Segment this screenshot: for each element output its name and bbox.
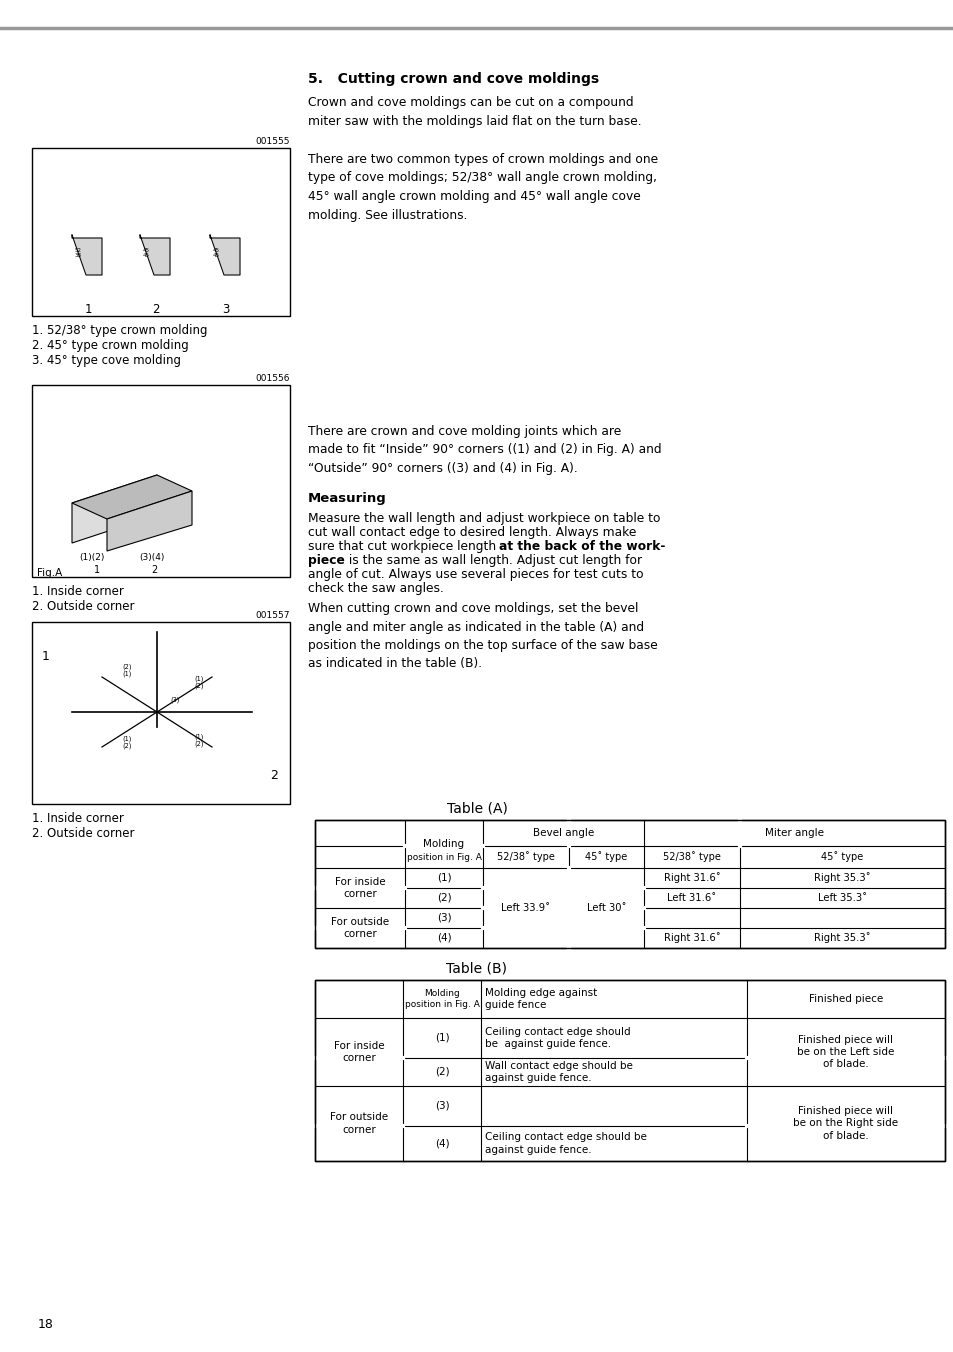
- Text: 2: 2: [152, 303, 159, 316]
- Text: 1. Inside corner: 1. Inside corner: [32, 585, 124, 598]
- Text: 5.   Cutting crown and cove moldings: 5. Cutting crown and cove moldings: [308, 72, 598, 87]
- Text: 1. 52/38° type crown molding: 1. 52/38° type crown molding: [32, 324, 208, 337]
- Text: Finished piece: Finished piece: [808, 994, 882, 1005]
- Polygon shape: [71, 475, 192, 519]
- Text: 3: 3: [222, 303, 230, 316]
- Text: angle of cut. Always use several pieces for test cuts to: angle of cut. Always use several pieces …: [308, 568, 643, 581]
- Text: Right 35.3˚: Right 35.3˚: [813, 872, 870, 883]
- Text: 001557: 001557: [255, 611, 290, 621]
- Text: Left 30˚: Left 30˚: [586, 903, 625, 913]
- Text: (3): (3): [435, 1101, 449, 1111]
- Text: There are crown and cove molding joints which are
made to fit “Inside” 90° corne: There are crown and cove molding joints …: [308, 425, 661, 475]
- Text: Left 35.3˚: Left 35.3˚: [817, 894, 866, 903]
- Text: 2. 45° type crown molding: 2. 45° type crown molding: [32, 339, 189, 352]
- Text: Table (A): Table (A): [446, 802, 507, 817]
- Text: For inside
corner: For inside corner: [335, 877, 385, 899]
- Text: Ceiling contact edge should be
against guide fence.: Ceiling contact edge should be against g…: [484, 1133, 646, 1155]
- Text: 1: 1: [93, 565, 100, 575]
- Text: 52/38˚ type: 52/38˚ type: [662, 852, 720, 863]
- Text: 45
45: 45 45: [213, 247, 220, 258]
- Text: check the saw angles.: check the saw angles.: [308, 581, 443, 595]
- Text: 2. Outside corner: 2. Outside corner: [32, 827, 134, 840]
- Polygon shape: [140, 235, 170, 274]
- Text: 1: 1: [84, 303, 91, 316]
- Text: Right 35.3˚: Right 35.3˚: [813, 933, 870, 944]
- Text: 52/38˚ type: 52/38˚ type: [497, 852, 555, 863]
- Text: Measure the wall length and adjust workpiece on table to: Measure the wall length and adjust workp…: [308, 512, 659, 525]
- Text: 2: 2: [151, 565, 157, 575]
- Text: (2)
(1): (2) (1): [122, 662, 132, 677]
- Text: (1)
(2): (1) (2): [194, 733, 204, 748]
- Text: For outside
corner: For outside corner: [331, 917, 389, 940]
- Text: 001555: 001555: [255, 137, 290, 146]
- Bar: [314, 821, 944, 948]
- Text: (4): (4): [436, 933, 451, 942]
- Bar: [32, 622, 290, 804]
- Text: For outside
corner: For outside corner: [330, 1113, 388, 1134]
- Bar: [32, 147, 290, 316]
- Text: Measuring: Measuring: [308, 492, 386, 506]
- Text: (2): (2): [436, 894, 451, 903]
- Text: 52
38: 52 38: [75, 247, 82, 258]
- Text: Miter angle: Miter angle: [764, 827, 823, 838]
- Text: position in Fig. A: position in Fig. A: [406, 853, 481, 861]
- Polygon shape: [210, 235, 240, 274]
- Text: (1): (1): [436, 873, 451, 883]
- Text: is the same as wall length. Adjust cut length for: is the same as wall length. Adjust cut l…: [345, 554, 641, 566]
- Text: 2. Outside corner: 2. Outside corner: [32, 600, 134, 612]
- Text: 3. 45° type cove molding: 3. 45° type cove molding: [32, 354, 181, 366]
- Bar: [314, 821, 944, 948]
- Text: (3)(4): (3)(4): [139, 553, 165, 562]
- Text: 1. Inside corner: 1. Inside corner: [32, 813, 124, 825]
- Text: piece: piece: [308, 554, 345, 566]
- Text: Ceiling contact edge should
be  against guide fence.: Ceiling contact edge should be against g…: [484, 1026, 630, 1049]
- Text: 1: 1: [42, 650, 50, 662]
- Text: Molding
position in Fig. A: Molding position in Fig. A: [404, 988, 479, 1009]
- Bar: [314, 980, 944, 1161]
- Text: Wall contact edge should be
against guide fence.: Wall contact edge should be against guid…: [484, 1061, 632, 1083]
- Text: Molding: Molding: [423, 840, 464, 849]
- Text: There are two common types of crown moldings and one
type of cove moldings; 52/3: There are two common types of crown mold…: [308, 153, 658, 222]
- Text: For inside
corner: For inside corner: [334, 1041, 384, 1063]
- Bar: [32, 385, 290, 577]
- Polygon shape: [71, 475, 157, 544]
- Text: Finished piece will
be on the Right side
of blade.: Finished piece will be on the Right side…: [793, 1106, 898, 1141]
- Text: Bevel angle: Bevel angle: [533, 827, 594, 838]
- Text: 001556: 001556: [255, 375, 290, 383]
- Text: Table (B): Table (B): [446, 963, 507, 976]
- Text: When cutting crown and cove moldings, set the bevel
angle and miter angle as ind: When cutting crown and cove moldings, se…: [308, 602, 657, 671]
- Text: 2: 2: [270, 769, 277, 781]
- Text: Left 31.6˚: Left 31.6˚: [667, 894, 716, 903]
- Text: 45˚ type: 45˚ type: [585, 852, 627, 863]
- Text: (2): (2): [435, 1067, 449, 1078]
- Text: sure that cut workpiece length: sure that cut workpiece length: [308, 539, 499, 553]
- Text: Crown and cove moldings can be cut on a compound
miter saw with the moldings lai: Crown and cove moldings can be cut on a …: [308, 96, 641, 127]
- Text: 45˚ type: 45˚ type: [821, 852, 862, 863]
- Text: cut wall contact edge to desired length. Always make: cut wall contact edge to desired length.…: [308, 526, 636, 539]
- Text: 18: 18: [38, 1318, 53, 1330]
- Polygon shape: [71, 235, 102, 274]
- Text: (1)
(2): (1) (2): [194, 675, 204, 690]
- Text: Fig.A: Fig.A: [37, 568, 62, 579]
- Text: Left 33.9˚: Left 33.9˚: [501, 903, 550, 913]
- Text: 45
45: 45 45: [143, 247, 150, 258]
- Polygon shape: [107, 491, 192, 552]
- Text: (1)(2): (1)(2): [79, 553, 105, 562]
- Text: (1): (1): [435, 1033, 449, 1042]
- Text: Right 31.6˚: Right 31.6˚: [663, 872, 720, 883]
- Text: (1)
(2): (1) (2): [122, 735, 132, 749]
- Text: (3): (3): [436, 913, 451, 923]
- Bar: [314, 980, 944, 1161]
- Text: Finished piece will
be on the Left side
of blade.: Finished piece will be on the Left side …: [797, 1034, 894, 1069]
- Text: Molding edge against
guide fence: Molding edge against guide fence: [484, 988, 597, 1010]
- Text: Right 31.6˚: Right 31.6˚: [663, 933, 720, 944]
- Text: at the back of the work-: at the back of the work-: [498, 539, 664, 553]
- Text: (3): (3): [171, 696, 179, 703]
- Text: (4): (4): [435, 1138, 449, 1148]
